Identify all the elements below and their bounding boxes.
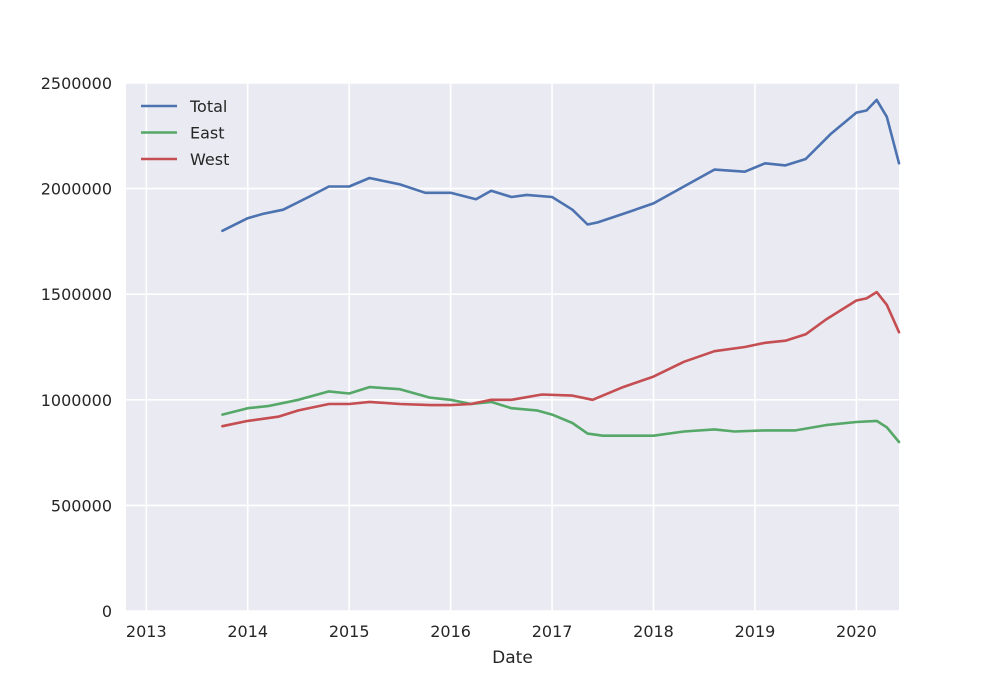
y-tick-label: 1000000: [41, 391, 112, 410]
series-line-total: [221, 98, 901, 233]
series-line-west: [221, 290, 901, 428]
legend-label-west: West: [190, 150, 229, 169]
legend-label-total: Total: [189, 97, 227, 116]
x-tick-label: 2019: [735, 622, 776, 641]
x-tick-label: 2016: [430, 622, 471, 641]
y-tick-label: 1500000: [41, 285, 112, 304]
x-tick-label: 2015: [329, 622, 370, 641]
legend: Total East West: [141, 97, 229, 169]
y-axis-ticks: 0 500000 1000000 1500000 2000000 2500000: [41, 74, 112, 621]
y-tick-label: 0: [102, 602, 112, 621]
x-tick-label: 2018: [633, 622, 674, 641]
x-tick-label: 2020: [836, 622, 877, 641]
plot-background: [126, 83, 899, 611]
x-axis-ticks: 2013 2014 2015 2016 2017 2018 2019 2020: [126, 622, 877, 641]
series-lines: [221, 98, 901, 444]
x-tick-label: 2017: [532, 622, 573, 641]
y-tick-label: 2000000: [41, 180, 112, 199]
y-tick-label: 500000: [51, 496, 112, 515]
series-line-east: [221, 385, 901, 444]
x-tick-label: 2014: [227, 622, 268, 641]
grid: [126, 82, 899, 612]
x-axis-label: Date: [492, 648, 533, 668]
x-tick-label: 2013: [126, 622, 167, 641]
y-tick-label: 2500000: [41, 74, 112, 93]
legend-label-east: East: [190, 124, 225, 143]
